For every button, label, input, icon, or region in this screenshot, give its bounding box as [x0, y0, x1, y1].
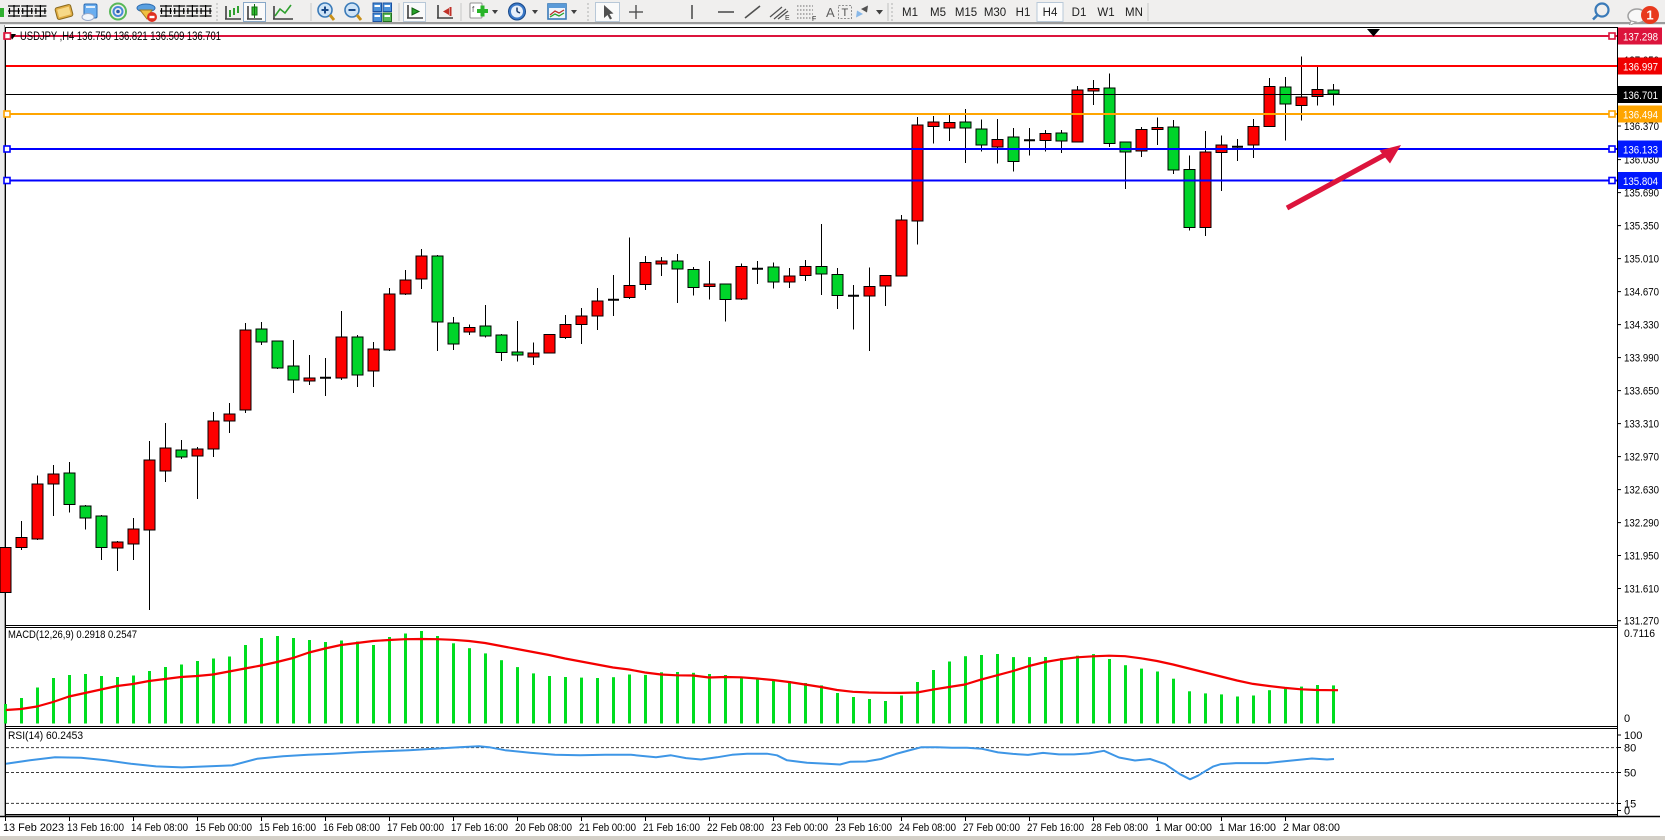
svg-text:27 Feb 00:00: 27 Feb 00:00 [963, 822, 1020, 834]
svg-text:RSI(14) 60.2453: RSI(14) 60.2453 [8, 730, 83, 742]
svg-text:136.030: 136.030 [1624, 155, 1659, 167]
svg-text:H4: H4 [1043, 7, 1058, 19]
svg-text:15 Feb 00:00: 15 Feb 00:00 [195, 822, 252, 834]
svg-text:0: 0 [1624, 713, 1630, 725]
svg-text:1 Mar 00:00: 1 Mar 00:00 [1155, 822, 1212, 834]
svg-text:137.298: 137.298 [1623, 32, 1658, 44]
svg-text:27 Feb 16:00: 27 Feb 16:00 [1027, 822, 1084, 834]
svg-text:1: 1 [1646, 8, 1653, 23]
svg-text:17 Feb 00:00: 17 Feb 00:00 [387, 822, 444, 834]
svg-text:MN: MN [1125, 7, 1143, 19]
svg-text:14 Feb 08:00: 14 Feb 08:00 [131, 822, 188, 834]
svg-text:136.701: 136.701 [1623, 90, 1658, 102]
svg-text:131.950: 131.950 [1624, 551, 1659, 563]
svg-text:136.494: 136.494 [1623, 110, 1658, 122]
svg-text:135.804: 135.804 [1623, 176, 1658, 188]
svg-text:16 Feb 08:00: 16 Feb 08:00 [323, 822, 380, 834]
svg-text:USDJPY ,H4 136.750 136.821 13: USDJPY ,H4 136.750 136.821 136.509 136.7… [20, 31, 221, 43]
svg-text:135.010: 135.010 [1624, 254, 1659, 266]
svg-text:135.690: 135.690 [1624, 188, 1659, 200]
svg-text:132.630: 132.630 [1624, 485, 1659, 497]
svg-text:F: F [812, 16, 816, 23]
svg-text:0: 0 [1624, 806, 1630, 818]
svg-text:1 Mar 16:00: 1 Mar 16:00 [1219, 822, 1276, 834]
svg-text:D1: D1 [1072, 7, 1087, 19]
svg-text:0.7116: 0.7116 [1624, 628, 1655, 640]
svg-text:132.290: 132.290 [1624, 518, 1659, 530]
svg-text:136.997: 136.997 [1623, 62, 1658, 74]
svg-text:100: 100 [1624, 730, 1642, 742]
svg-text:136.370: 136.370 [1624, 121, 1659, 133]
svg-text:17 Feb 16:00: 17 Feb 16:00 [451, 822, 508, 834]
svg-text:13 Feb 2023: 13 Feb 2023 [3, 822, 64, 834]
svg-text:15: 15 [1624, 799, 1636, 811]
svg-text:24 Feb 08:00: 24 Feb 08:00 [899, 822, 956, 834]
svg-text:133.310: 133.310 [1624, 419, 1659, 431]
svg-text:134.670: 134.670 [1624, 287, 1659, 299]
svg-text:131.610: 131.610 [1624, 584, 1659, 596]
svg-text:135.350: 135.350 [1624, 221, 1659, 233]
svg-text:50: 50 [1624, 768, 1636, 780]
svg-text:23 Feb 16:00: 23 Feb 16:00 [835, 822, 892, 834]
svg-text:f: f [472, 5, 475, 14]
svg-text:133.650: 133.650 [1624, 386, 1659, 398]
svg-text:80: 80 [1624, 743, 1636, 755]
svg-text:134.330: 134.330 [1624, 320, 1659, 332]
svg-text:28 Feb 08:00: 28 Feb 08:00 [1091, 822, 1148, 834]
svg-text:15 Feb 16:00: 15 Feb 16:00 [259, 822, 316, 834]
svg-text:20 Feb 08:00: 20 Feb 08:00 [515, 822, 572, 834]
svg-text:13 Feb 16:00: 13 Feb 16:00 [67, 822, 124, 834]
svg-text:131.270: 131.270 [1624, 616, 1659, 628]
svg-text:136.133: 136.133 [1623, 145, 1658, 157]
svg-text:W1: W1 [1097, 7, 1114, 19]
svg-text:133.990: 133.990 [1624, 353, 1659, 365]
svg-text:23 Feb 00:00: 23 Feb 00:00 [771, 822, 828, 834]
svg-text:M5: M5 [930, 7, 946, 19]
svg-text:A: A [826, 5, 835, 20]
svg-text:H1: H1 [1016, 7, 1031, 19]
svg-text:MACD(12,26,9) 0.2918 0.2547: MACD(12,26,9) 0.2918 0.2547 [8, 629, 137, 641]
svg-text:M30: M30 [984, 7, 1006, 19]
svg-text:132.970: 132.970 [1624, 452, 1659, 464]
svg-text:M15: M15 [955, 7, 977, 19]
svg-text:T: T [842, 7, 849, 19]
svg-text:21 Feb 16:00: 21 Feb 16:00 [643, 822, 700, 834]
svg-text:E: E [785, 15, 790, 22]
svg-text:22 Feb 08:00: 22 Feb 08:00 [707, 822, 764, 834]
svg-text:21 Feb 00:00: 21 Feb 00:00 [579, 822, 636, 834]
svg-text:M1: M1 [902, 7, 918, 19]
svg-text:2 Mar 08:00: 2 Mar 08:00 [1283, 822, 1340, 834]
